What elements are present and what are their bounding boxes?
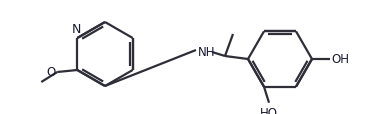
- Text: N: N: [72, 23, 81, 36]
- Text: OH: OH: [331, 53, 349, 66]
- Text: NH: NH: [198, 46, 216, 59]
- Text: HO: HO: [260, 106, 278, 114]
- Text: O: O: [46, 65, 55, 78]
